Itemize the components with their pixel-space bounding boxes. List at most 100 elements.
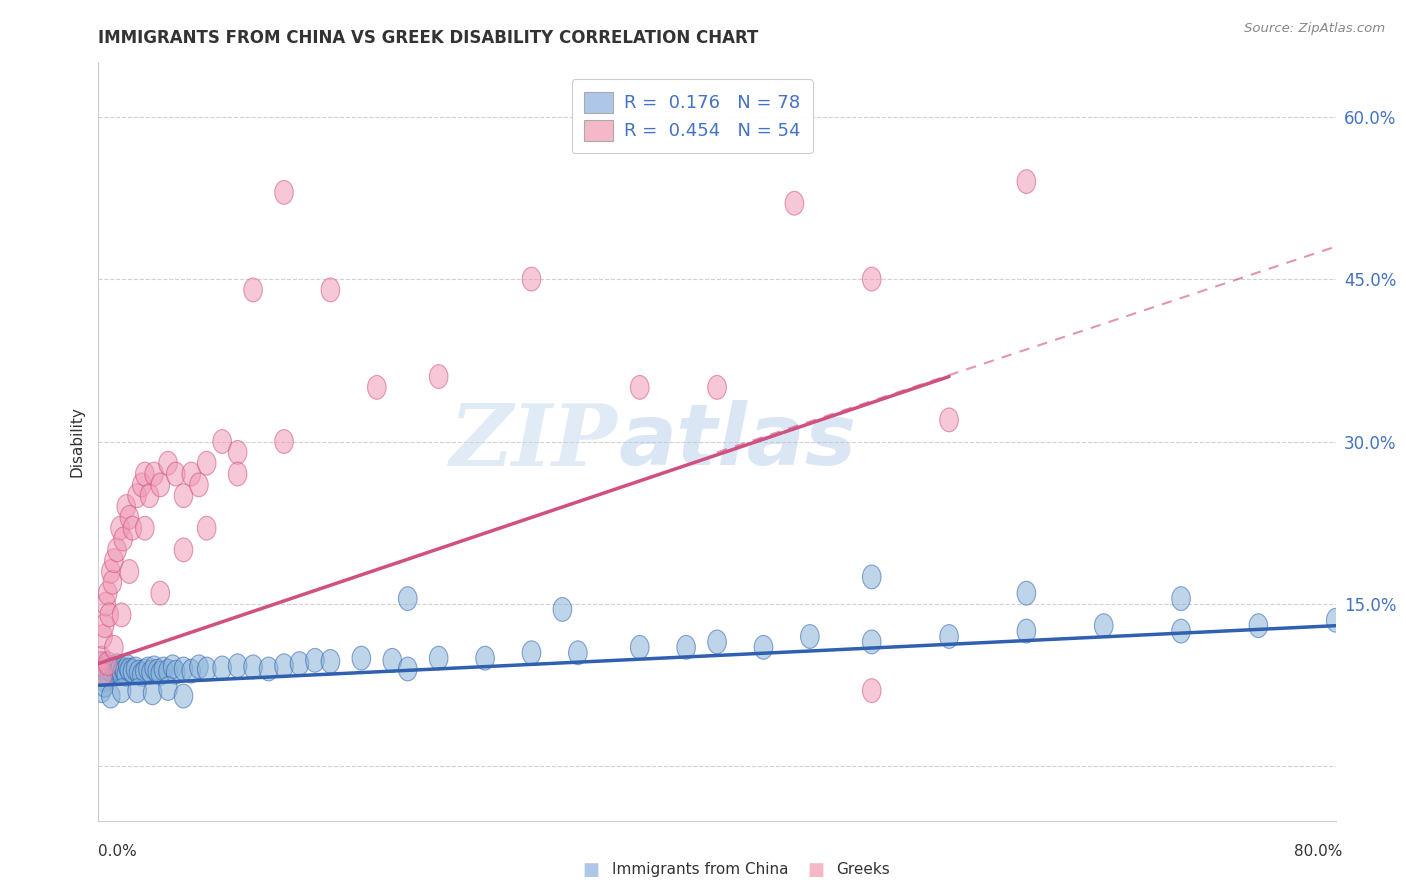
Ellipse shape [150, 662, 170, 685]
Text: ■: ■ [582, 861, 599, 879]
Ellipse shape [129, 660, 148, 684]
Ellipse shape [862, 630, 882, 654]
Ellipse shape [382, 648, 402, 673]
Ellipse shape [197, 657, 217, 681]
Ellipse shape [181, 659, 201, 683]
Text: Immigrants from China: Immigrants from China [612, 863, 789, 877]
Ellipse shape [96, 668, 114, 692]
Ellipse shape [135, 516, 155, 541]
Ellipse shape [939, 624, 959, 648]
Ellipse shape [128, 679, 146, 703]
Ellipse shape [522, 640, 541, 665]
Ellipse shape [100, 663, 118, 686]
Text: IMMIGRANTS FROM CHINA VS GREEK DISABILITY CORRELATION CHART: IMMIGRANTS FROM CHINA VS GREEK DISABILIT… [98, 29, 759, 47]
Ellipse shape [228, 462, 247, 486]
Ellipse shape [94, 663, 112, 686]
Ellipse shape [103, 660, 122, 684]
Ellipse shape [1326, 608, 1346, 632]
Ellipse shape [135, 462, 155, 486]
Text: 0.0%: 0.0% [98, 845, 138, 859]
Ellipse shape [197, 516, 217, 541]
Ellipse shape [94, 624, 112, 648]
Ellipse shape [150, 582, 170, 605]
Text: Source: ZipAtlas.com: Source: ZipAtlas.com [1244, 22, 1385, 36]
Ellipse shape [190, 655, 208, 679]
Ellipse shape [274, 180, 294, 204]
Text: atlas: atlas [619, 400, 856, 483]
Ellipse shape [120, 506, 139, 529]
Ellipse shape [630, 376, 650, 400]
Ellipse shape [1017, 169, 1036, 194]
Ellipse shape [114, 527, 132, 551]
Ellipse shape [1171, 619, 1191, 643]
Ellipse shape [108, 538, 127, 562]
Y-axis label: Disability: Disability [69, 406, 84, 477]
Ellipse shape [124, 659, 142, 683]
Ellipse shape [141, 483, 159, 508]
Ellipse shape [398, 657, 418, 681]
Ellipse shape [135, 659, 155, 683]
Ellipse shape [96, 614, 114, 638]
Text: ■: ■ [807, 861, 824, 879]
Ellipse shape [150, 473, 170, 497]
Ellipse shape [939, 408, 959, 432]
Ellipse shape [429, 365, 449, 389]
Ellipse shape [321, 649, 340, 673]
Ellipse shape [94, 652, 112, 675]
Ellipse shape [108, 654, 127, 678]
Ellipse shape [676, 635, 696, 659]
Ellipse shape [707, 376, 727, 400]
Ellipse shape [290, 652, 309, 675]
Ellipse shape [174, 657, 193, 681]
Ellipse shape [101, 559, 120, 583]
Ellipse shape [117, 494, 135, 518]
Ellipse shape [243, 278, 263, 301]
Ellipse shape [166, 462, 186, 486]
Ellipse shape [754, 635, 773, 659]
Ellipse shape [101, 684, 120, 708]
Ellipse shape [111, 516, 129, 541]
Ellipse shape [862, 679, 882, 703]
Ellipse shape [145, 462, 163, 486]
Ellipse shape [104, 656, 124, 680]
Ellipse shape [522, 268, 541, 291]
Ellipse shape [1171, 587, 1191, 610]
Ellipse shape [110, 660, 128, 684]
Legend: R =  0.176   N = 78, R =  0.454   N = 54: R = 0.176 N = 78, R = 0.454 N = 54 [572, 79, 813, 153]
Ellipse shape [115, 659, 134, 683]
Ellipse shape [1094, 614, 1114, 638]
Ellipse shape [93, 679, 111, 703]
Ellipse shape [630, 635, 650, 659]
Ellipse shape [111, 657, 129, 681]
Ellipse shape [707, 630, 727, 654]
Ellipse shape [132, 663, 150, 686]
Ellipse shape [114, 657, 132, 681]
Ellipse shape [228, 441, 247, 465]
Ellipse shape [243, 655, 263, 679]
Ellipse shape [143, 681, 162, 705]
Ellipse shape [112, 679, 131, 703]
Ellipse shape [118, 655, 138, 679]
Ellipse shape [120, 658, 139, 682]
Ellipse shape [321, 278, 340, 301]
Ellipse shape [274, 654, 294, 678]
Ellipse shape [100, 603, 118, 627]
Ellipse shape [112, 662, 131, 685]
Ellipse shape [132, 473, 150, 497]
Ellipse shape [98, 652, 117, 675]
Ellipse shape [212, 656, 232, 680]
Ellipse shape [305, 648, 325, 673]
Ellipse shape [159, 659, 177, 683]
Ellipse shape [107, 659, 125, 683]
Ellipse shape [553, 598, 572, 622]
Ellipse shape [475, 646, 495, 670]
Ellipse shape [568, 640, 588, 665]
Ellipse shape [1017, 619, 1036, 643]
Ellipse shape [98, 582, 117, 605]
Ellipse shape [190, 473, 208, 497]
Ellipse shape [181, 462, 201, 486]
Ellipse shape [91, 657, 110, 681]
Ellipse shape [93, 663, 111, 686]
Ellipse shape [139, 657, 157, 681]
Ellipse shape [112, 603, 131, 627]
